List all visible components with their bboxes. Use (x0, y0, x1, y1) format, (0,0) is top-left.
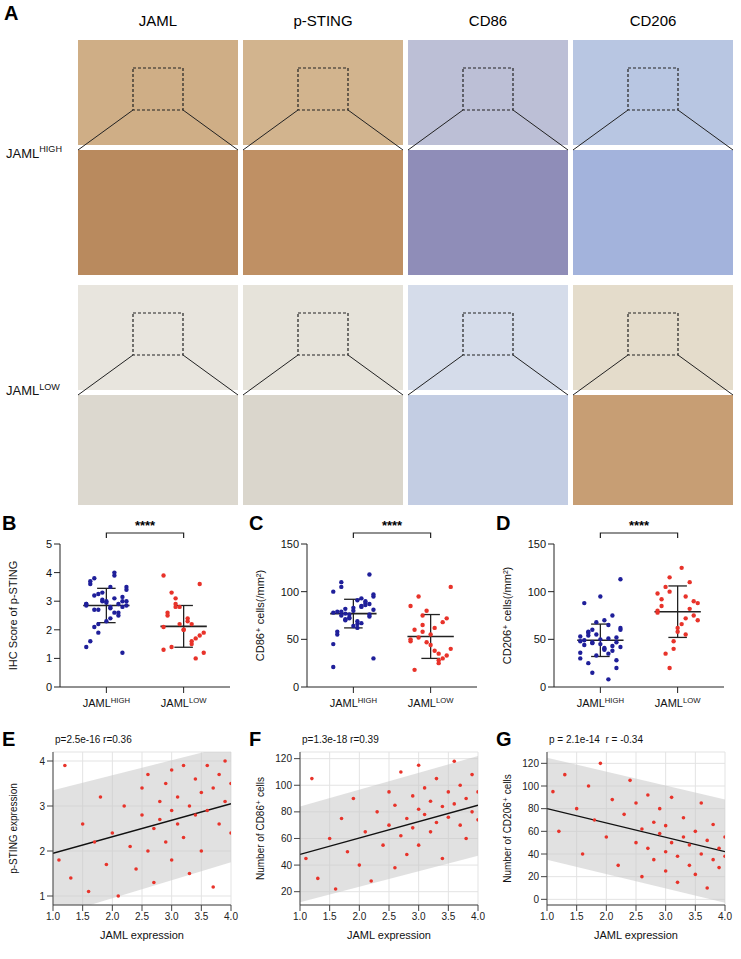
svg-text:CD86⁺ cells(/mm²): CD86⁺ cells(/mm²) (254, 570, 266, 661)
svg-text:2.5: 2.5 (629, 911, 643, 922)
svg-text:JAML: JAML (139, 12, 177, 29)
svg-text:80: 80 (281, 806, 293, 817)
html-text:F: F (249, 728, 262, 750)
svg-text:4.0: 4.0 (471, 911, 485, 922)
svg-text:2.5: 2.5 (135, 911, 149, 922)
svg-text:120: 120 (522, 758, 539, 769)
svg-text:3.5: 3.5 (194, 911, 208, 922)
svg-text:2.0: 2.0 (352, 911, 366, 922)
svg-text:5: 5 (46, 538, 52, 550)
html-text:G: G (496, 728, 512, 750)
svg-text:1.0: 1.0 (46, 911, 60, 922)
html-text:E: E (2, 728, 16, 750)
svg-text:JAMLHIGH: JAMLHIGH (577, 696, 624, 709)
svg-text:3.5: 3.5 (688, 911, 702, 922)
svg-text:1: 1 (46, 652, 52, 664)
svg-text:JAMLLOW: JAMLLOW (655, 696, 701, 709)
svg-text:CD206: CD206 (630, 12, 677, 29)
svg-text:JAML expression: JAML expression (347, 929, 431, 941)
svg-text:80: 80 (528, 803, 540, 814)
svg-text:JAMLHIGH: JAMLHIGH (83, 696, 130, 709)
svg-text:150: 150 (281, 538, 299, 550)
svg-text:3: 3 (46, 595, 52, 607)
svg-text:JAMLLOW: JAMLLOW (408, 696, 454, 709)
svg-text:JAML expression: JAML expression (594, 929, 678, 941)
svg-text:****: **** (629, 518, 650, 533)
svg-text:40: 40 (528, 849, 540, 860)
svg-text:2.5: 2.5 (382, 911, 396, 922)
svg-text:60: 60 (281, 833, 293, 844)
svg-text:20: 20 (528, 871, 540, 882)
svg-text:100: 100 (528, 586, 546, 598)
svg-text:4.0: 4.0 (224, 911, 238, 922)
html-text:C: C (249, 512, 264, 534)
svg-text:0: 0 (533, 894, 539, 905)
html-text:p=1.3e-18 r=0.39: p=1.3e-18 r=0.39 (302, 734, 379, 745)
svg-text:JAMLLOW: JAMLLOW (161, 696, 207, 709)
html-text:p = 2.1e-14 r = -0.34: p = 2.1e-14 r = -0.34 (549, 734, 643, 745)
svg-text:3.0: 3.0 (412, 911, 426, 922)
svg-text:2: 2 (39, 846, 45, 857)
svg-text:****: **** (135, 518, 156, 533)
svg-text:3.5: 3.5 (441, 911, 455, 922)
svg-text:p-STING: p-STING (293, 12, 352, 29)
svg-text:50: 50 (287, 633, 299, 645)
svg-text:0: 0 (293, 681, 299, 693)
svg-text:A: A (4, 2, 18, 24)
svg-text:1.5: 1.5 (323, 911, 337, 922)
svg-text:50: 50 (534, 633, 546, 645)
html-text:D: D (496, 512, 511, 534)
svg-text:40: 40 (281, 860, 293, 871)
svg-text:JAMLHIGH: JAMLHIGH (330, 696, 377, 709)
svg-text:4.0: 4.0 (718, 911, 732, 922)
svg-text:JAML expression: JAML expression (100, 929, 184, 941)
svg-text:1.5: 1.5 (570, 911, 584, 922)
svg-text:3: 3 (39, 801, 45, 812)
svg-text:0: 0 (540, 681, 546, 693)
svg-text:2: 2 (46, 624, 52, 636)
svg-text:150: 150 (528, 538, 546, 550)
svg-text:2.0: 2.0 (599, 911, 613, 922)
svg-text:JAMLLOW: JAMLLOW (6, 382, 60, 398)
svg-text:1.0: 1.0 (293, 911, 307, 922)
svg-text:3.0: 3.0 (659, 911, 673, 922)
svg-text:1: 1 (39, 891, 45, 902)
svg-text:100: 100 (281, 586, 299, 598)
svg-text:120: 120 (275, 753, 292, 764)
svg-text:3.0: 3.0 (165, 911, 179, 922)
svg-text:Number of CD206⁺ cells: Number of CD206⁺ cells (502, 774, 513, 883)
html-text:B: B (2, 512, 17, 534)
svg-text:1.0: 1.0 (540, 911, 554, 922)
svg-text:2.0: 2.0 (105, 911, 119, 922)
svg-text:100: 100 (522, 781, 539, 792)
svg-text:4: 4 (39, 756, 45, 767)
html-text:p=2.5e-16 r=0.36: p=2.5e-16 r=0.36 (55, 734, 132, 745)
svg-text:JAMLHIGH: JAMLHIGH (6, 144, 62, 160)
svg-text:0: 0 (46, 681, 52, 693)
svg-text:20: 20 (281, 886, 293, 897)
svg-text:100: 100 (275, 780, 292, 791)
svg-text:IHC Score of p-STING: IHC Score of p-STING (7, 561, 19, 670)
svg-text:****: **** (382, 518, 403, 533)
svg-text:p-STING expression: p-STING expression (8, 783, 19, 874)
svg-text:Number of CD86⁺ cells: Number of CD86⁺ cells (255, 777, 266, 880)
svg-text:4: 4 (46, 567, 52, 579)
svg-text:1.5: 1.5 (76, 911, 90, 922)
svg-text:60: 60 (528, 826, 540, 837)
svg-text:CD86: CD86 (469, 12, 507, 29)
svg-text:CD206⁺ cells(/mm²): CD206⁺ cells(/mm²) (501, 567, 513, 664)
